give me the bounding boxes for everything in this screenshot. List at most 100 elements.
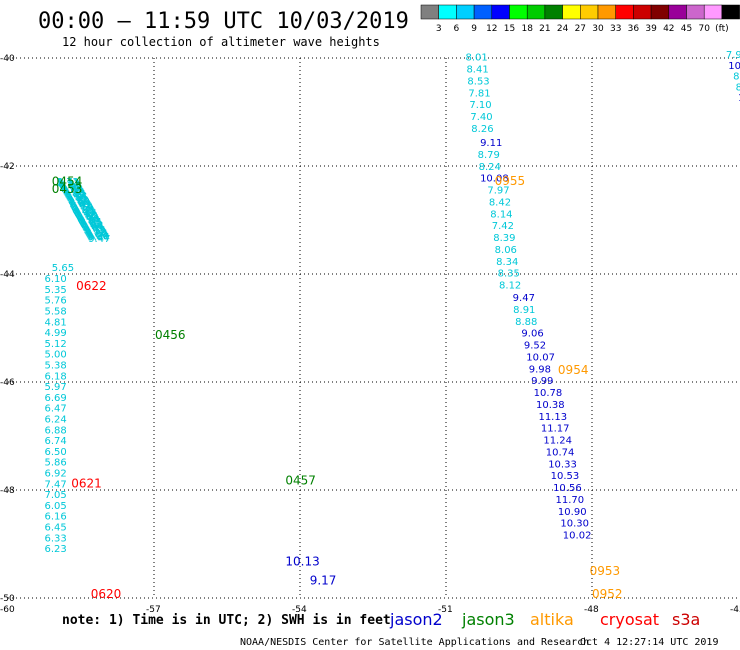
wave-height-label: 8.60 bbox=[75, 211, 97, 222]
wave-height-label: 5.35 bbox=[45, 285, 67, 296]
wave-height-label: 11.13 bbox=[538, 412, 567, 423]
wave-height-label: 9.52 bbox=[524, 341, 546, 352]
wave-height-label: 6.45 bbox=[45, 523, 67, 534]
wave-height-label: 7.98 bbox=[70, 201, 92, 212]
pass-time-label: 0954 bbox=[558, 363, 589, 377]
wave-height-label: 8.33 bbox=[72, 205, 94, 216]
legend-swatch bbox=[526, 4, 546, 20]
wave-height-label: 10.30 bbox=[560, 519, 589, 530]
wave-height-label: 5.58 bbox=[45, 307, 67, 318]
y-tick-label: -46 bbox=[0, 378, 15, 388]
legend-label: 24 bbox=[557, 24, 569, 34]
wave-height-label: 6.10 bbox=[45, 274, 67, 285]
pass-time-label: 0955 bbox=[495, 174, 526, 188]
wave-height-label: 7.69 bbox=[68, 197, 90, 208]
wave-height-label: 10.3 bbox=[728, 61, 740, 72]
legend-swatch bbox=[597, 4, 616, 20]
grid-lines bbox=[8, 57, 738, 599]
pass-time-label: 10.13 bbox=[285, 555, 319, 569]
wave-height-label: 8.01 bbox=[70, 200, 92, 211]
wave-height-label: 8.34 bbox=[496, 257, 518, 268]
chart-title: 00:00 – 11:59 UTC 10/03/2019 bbox=[38, 9, 409, 34]
wave-height-label: 5.00 bbox=[45, 350, 67, 361]
wave-height-label: 7.26 bbox=[63, 187, 85, 198]
pass-time-label: 0620 bbox=[91, 587, 122, 601]
chart-subtitle: 12 hour collection of altimeter wave hei… bbox=[62, 35, 380, 49]
legend-swatch bbox=[456, 4, 475, 20]
wave-height-label: 9.38 bbox=[87, 232, 109, 243]
legend-swatch bbox=[544, 4, 563, 20]
legend-label: 42 bbox=[663, 24, 674, 34]
wave-height-label: 8.10 bbox=[71, 202, 93, 213]
wave-height-label: 8.24 bbox=[479, 162, 501, 173]
legend-label: (ft) bbox=[715, 24, 729, 34]
footer-credit: NOAA/NESDIS Center for Satellite Applica… bbox=[240, 637, 589, 648]
pass-time-label: 9.17 bbox=[310, 574, 337, 588]
legend-label: 45 bbox=[681, 24, 692, 34]
wave-height-label: 5.97 bbox=[45, 382, 67, 393]
legend-swatch bbox=[686, 4, 705, 20]
wave-height-label: 7.36 bbox=[65, 192, 87, 203]
color-legend: 3 6 9 12 15 18 21 24 27 30 33 36 39 42 45 70 (ft) bbox=[420, 4, 740, 34]
wave-height-label: 9.15 bbox=[84, 225, 106, 236]
wave-height-label: 9.99 bbox=[531, 376, 553, 387]
wave-height-label: 9.09 bbox=[83, 224, 105, 235]
wave-height-label: 8.96 bbox=[81, 221, 103, 232]
pass-time-label: 0621 bbox=[71, 476, 102, 490]
wave-height-label: 7.93 bbox=[69, 199, 91, 210]
x-tick-label: -60 bbox=[0, 605, 15, 615]
x-tick-label: -51 bbox=[438, 605, 453, 615]
wave-height-label: 7.55 bbox=[65, 193, 87, 204]
wave-height-label: 6.62 bbox=[60, 182, 82, 193]
wave-height-label: 8.47 bbox=[74, 208, 96, 219]
wave-height-label: 8.63 bbox=[77, 213, 99, 224]
wave-height-label: 9.47 bbox=[88, 234, 110, 245]
legend-label: 27 bbox=[575, 24, 586, 34]
satellite-name: jason2 bbox=[389, 610, 443, 629]
wave-height-label: 8.53 bbox=[467, 76, 489, 87]
wave-height-label: 10.56 bbox=[553, 483, 582, 494]
x-tick-label: -54 bbox=[292, 605, 307, 615]
wave-height-label: 8.28 bbox=[72, 204, 94, 215]
wave-height-label: 8.52 bbox=[75, 210, 97, 221]
pass-time-label: 0953 bbox=[590, 564, 621, 578]
x-tick-label: -45 bbox=[730, 605, 740, 615]
wave-height-label: 8.14 bbox=[490, 209, 512, 220]
wave-height-label: 6.88 bbox=[45, 425, 67, 436]
wave-height-label: 5.72 bbox=[57, 177, 79, 188]
wave-height-label: 7.97 bbox=[487, 186, 509, 197]
wave-height-label: 6.47 bbox=[45, 404, 67, 415]
legend-label: 15 bbox=[504, 24, 515, 34]
y-tick-label: -40 bbox=[0, 54, 15, 64]
wave-height-label: 9.31 bbox=[86, 230, 108, 241]
wave-height-label: 5.38 bbox=[45, 361, 67, 372]
wave-height-label: 7.38 bbox=[63, 188, 85, 199]
wave-height-label: 9.06 bbox=[521, 329, 543, 340]
wave-height-label: 6.33 bbox=[45, 533, 67, 544]
wave-height-label: 10.90 bbox=[558, 507, 587, 518]
wave-height-values: 8.018.418.537.817.107.408.269.118.798.24… bbox=[45, 50, 740, 555]
y-tick-labels: -40 -42 -44 -46 -48 -50 bbox=[0, 54, 15, 604]
wave-height-label: 8.88 bbox=[81, 220, 103, 231]
wave-height-label: 6.24 bbox=[45, 415, 67, 426]
wave-height-label: 6.69 bbox=[45, 393, 67, 404]
legend-label: 39 bbox=[645, 24, 657, 34]
legend-label: 33 bbox=[610, 24, 621, 34]
wave-height-label: 7.72 bbox=[67, 195, 89, 206]
legend-label: 70 bbox=[698, 24, 710, 34]
legend-label: 9 bbox=[471, 24, 477, 34]
wave-height-label: 10.02 bbox=[563, 531, 592, 542]
legend-swatch bbox=[473, 4, 493, 20]
pass-time-label: 0456 bbox=[155, 328, 186, 342]
wave-height-label: 9.47 bbox=[513, 293, 535, 304]
wave-height-label: 4.99 bbox=[45, 328, 67, 339]
legend-label: 30 bbox=[592, 24, 604, 34]
wave-height-label: 6.78 bbox=[60, 183, 82, 194]
legend-swatch bbox=[420, 4, 439, 20]
wave-height-label: 6.23 bbox=[45, 544, 67, 555]
wave-height-label: 10.07 bbox=[526, 352, 555, 363]
wave-height-label: 8.91 bbox=[513, 305, 535, 316]
wave-height-label: 6.18 bbox=[45, 371, 67, 382]
